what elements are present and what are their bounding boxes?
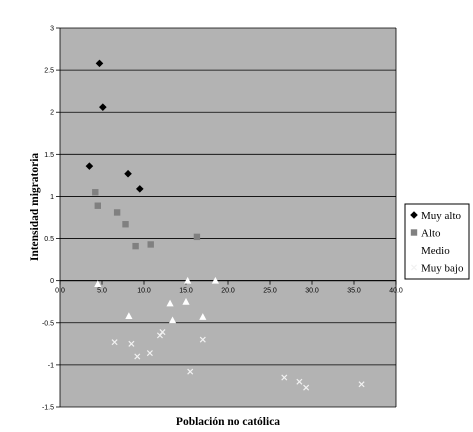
x-marker-stroke: [410, 264, 418, 271]
data-point-medio: [182, 297, 190, 305]
data-point-muy-bajo: [128, 340, 135, 347]
data-point-alto: [92, 189, 99, 196]
data-point-muy-bajo: [296, 378, 303, 385]
data-point-medio: [166, 299, 174, 307]
x-marker-stroke: [199, 336, 206, 343]
y-tick-label: 2.5: [44, 68, 54, 75]
y-tick-label: 1.5: [44, 152, 54, 159]
x-marker-stroke: [358, 381, 365, 388]
legend-marker-muy-alto: [410, 211, 418, 219]
data-point-alto: [113, 209, 121, 216]
data-point-muy-alto: [95, 59, 104, 68]
data-point-alto: [94, 202, 101, 209]
plot-area: [60, 28, 396, 407]
x-tick-label: 35.0: [347, 288, 361, 295]
x-marker-stroke: [156, 332, 163, 339]
data-point-muy-bajo: [303, 384, 310, 391]
data-point-medio: [184, 276, 192, 284]
x-tick-label: 20.0: [221, 288, 235, 295]
y-tick-label: -1.5: [42, 405, 54, 412]
data-point-muy-alto: [124, 169, 132, 178]
gridlines: [59, 27, 397, 408]
y-tick-label: 0.5: [44, 236, 54, 243]
data-point-muy-bajo: [111, 339, 118, 346]
x-axis-ticks: 0.0 5.0 10.0 15.0 20.0 25.0 30.0 35.0 40.0: [55, 280, 403, 295]
data-point-muy-bajo: [159, 329, 166, 336]
x-tick-label: 40.0: [389, 288, 403, 295]
legend-label-muy-bajo: Muy bajo: [421, 263, 464, 275]
x-tick-label: 25.0: [263, 288, 277, 295]
y-tick-label: 2: [50, 110, 54, 117]
data-point-muy-bajo: [199, 336, 206, 343]
data-point-medio: [211, 276, 219, 284]
x-marker-stroke: [159, 329, 166, 336]
legend: Muy alto Alto Medio Muy bajo: [404, 203, 470, 280]
data-point-alto: [147, 241, 154, 248]
x-tick-label: 5.0: [97, 288, 107, 295]
x-tick-label: 15.0: [179, 288, 193, 295]
data-point-muy-bajo: [134, 353, 141, 360]
x-marker-stroke: [296, 378, 303, 385]
data-point-muy-alto: [99, 103, 107, 111]
data-point-alto: [193, 233, 201, 241]
x-marker-stroke: [303, 384, 310, 391]
data-point-muy-bajo: [146, 350, 153, 357]
data-point-muy-alto: [136, 185, 144, 193]
data-point-medio: [168, 316, 177, 324]
data-point-medio: [199, 313, 207, 320]
x-marker-stroke: [111, 339, 118, 346]
data-points: [85, 59, 365, 391]
data-point-muy-bajo: [358, 381, 365, 388]
data-point-alto: [132, 242, 139, 250]
data-point-medio: [94, 280, 102, 288]
y-tick-label: 1: [50, 194, 54, 201]
y-tick-label: 3: [50, 26, 54, 33]
data-point-muy-bajo: [187, 368, 194, 375]
x-tick-label: 0.0: [55, 288, 65, 295]
y-tick-label: -1: [48, 362, 54, 369]
y-tick-label: -0.5: [42, 320, 54, 327]
data-point-muy-bajo: [281, 374, 288, 381]
data-point-alto: [122, 221, 129, 228]
data-point-muy-alto: [85, 162, 94, 170]
x-marker-stroke: [187, 368, 194, 375]
legend-label-alto: Alto: [421, 228, 441, 240]
x-tick-label: 10.0: [137, 288, 151, 295]
x-marker-stroke: [128, 340, 135, 347]
legend-marker-muy-bajo: [410, 264, 418, 271]
y-axis-ticks: 3 2.5 2 1.5 1 0.5 0 -0.5 -1 -1.5: [42, 26, 60, 412]
x-marker-stroke: [134, 353, 141, 360]
y-axis-title: Intensidad migratoria: [29, 153, 41, 262]
legend-marker-alto: [410, 229, 418, 236]
data-point-medio: [125, 312, 133, 320]
x-tick-label: 30.0: [305, 288, 319, 295]
legend-label-medio: Medio: [421, 245, 450, 257]
legend-label-muy-alto: Muy alto: [421, 210, 462, 222]
legend-marker-medio: [410, 246, 418, 253]
x-marker-stroke: [146, 350, 153, 357]
x-marker-stroke: [281, 374, 288, 381]
data-point-muy-bajo: [156, 332, 163, 339]
y-tick-label: 0: [50, 278, 54, 285]
x-axis-title: Población no católica: [176, 416, 280, 428]
